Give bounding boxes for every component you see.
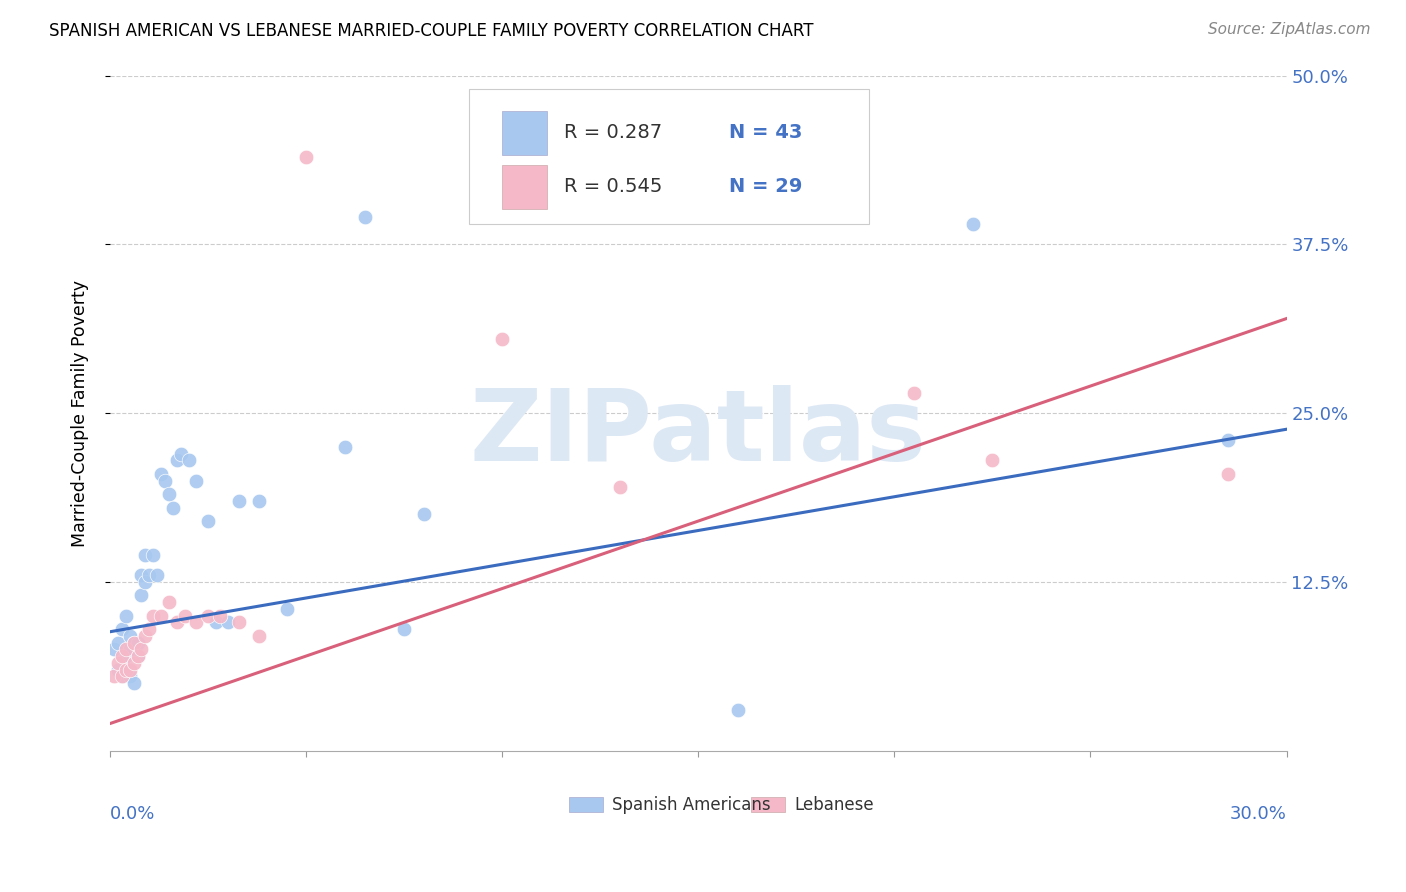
Text: R = 0.545: R = 0.545	[564, 178, 662, 196]
Point	[122, 635, 145, 649]
Point	[134, 574, 156, 589]
Point	[962, 217, 984, 231]
Point	[114, 642, 136, 657]
Point	[107, 656, 129, 670]
Point	[186, 615, 208, 630]
Point	[131, 642, 153, 657]
Point	[412, 508, 434, 522]
Point	[186, 474, 208, 488]
Point	[903, 385, 925, 400]
Point	[727, 703, 749, 717]
Text: N = 43: N = 43	[728, 123, 803, 143]
Point	[335, 440, 357, 454]
Point	[197, 608, 219, 623]
Point	[276, 601, 298, 615]
Point	[247, 629, 270, 643]
Text: 30.0%: 30.0%	[1230, 805, 1286, 822]
Text: Lebanese: Lebanese	[794, 796, 875, 814]
Point	[228, 615, 250, 630]
Point	[208, 608, 231, 623]
Point	[197, 514, 219, 528]
Point	[295, 149, 318, 163]
Point	[166, 615, 188, 630]
Point	[138, 568, 160, 582]
Point	[111, 648, 134, 663]
Point	[103, 642, 125, 657]
Point	[131, 588, 153, 602]
Point	[354, 211, 377, 225]
Point	[166, 453, 188, 467]
FancyBboxPatch shape	[569, 797, 603, 812]
Point	[142, 548, 165, 562]
Point	[142, 608, 165, 623]
Point	[247, 493, 270, 508]
Point	[134, 548, 156, 562]
Point	[1216, 433, 1239, 447]
Point	[177, 453, 200, 467]
Point	[122, 635, 145, 649]
Point	[111, 669, 134, 683]
Point	[127, 635, 149, 649]
Point	[146, 568, 169, 582]
Point	[392, 622, 415, 636]
FancyBboxPatch shape	[470, 89, 869, 224]
Point	[205, 615, 228, 630]
Point	[118, 642, 141, 657]
Point	[169, 446, 191, 460]
Point	[118, 669, 141, 683]
Point	[122, 656, 145, 670]
Point	[118, 663, 141, 677]
Text: Source: ZipAtlas.com: Source: ZipAtlas.com	[1208, 22, 1371, 37]
Point	[153, 474, 176, 488]
Point	[134, 629, 156, 643]
Point	[1216, 467, 1239, 481]
Point	[107, 635, 129, 649]
Point	[107, 663, 129, 677]
Point	[157, 487, 180, 501]
FancyBboxPatch shape	[502, 165, 547, 209]
Point	[491, 332, 513, 346]
Point	[228, 493, 250, 508]
Point	[114, 648, 136, 663]
Text: R = 0.287: R = 0.287	[564, 123, 662, 143]
Point	[157, 595, 180, 609]
Point	[111, 622, 134, 636]
Point	[150, 608, 173, 623]
Point	[114, 663, 136, 677]
Point	[173, 608, 195, 623]
FancyBboxPatch shape	[751, 797, 785, 812]
Point	[118, 629, 141, 643]
Point	[111, 669, 134, 683]
Point	[981, 453, 1004, 467]
Text: 0.0%: 0.0%	[110, 805, 156, 822]
Point	[114, 663, 136, 677]
Point	[114, 608, 136, 623]
Point	[217, 615, 239, 630]
Point	[122, 676, 145, 690]
Point	[609, 480, 631, 494]
Text: Spanish Americans: Spanish Americans	[612, 796, 770, 814]
Text: ZIPatlas: ZIPatlas	[470, 384, 927, 482]
Y-axis label: Married-Couple Family Poverty: Married-Couple Family Poverty	[72, 279, 89, 547]
Text: N = 29: N = 29	[728, 178, 803, 196]
Point	[103, 669, 125, 683]
FancyBboxPatch shape	[502, 111, 547, 155]
Point	[138, 622, 160, 636]
Point	[162, 500, 184, 515]
Point	[150, 467, 173, 481]
Point	[127, 648, 149, 663]
Point	[131, 568, 153, 582]
Point	[127, 648, 149, 663]
Text: SPANISH AMERICAN VS LEBANESE MARRIED-COUPLE FAMILY POVERTY CORRELATION CHART: SPANISH AMERICAN VS LEBANESE MARRIED-COU…	[49, 22, 814, 40]
